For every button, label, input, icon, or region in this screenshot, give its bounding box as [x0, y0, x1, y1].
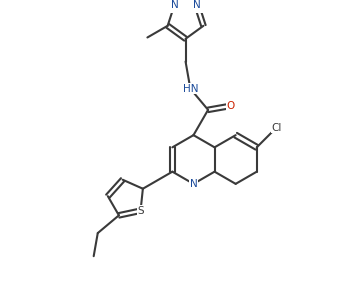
Text: O: O	[226, 101, 235, 111]
Text: N: N	[171, 0, 179, 10]
Text: N: N	[193, 0, 200, 10]
Text: N: N	[190, 179, 197, 189]
Text: S: S	[137, 206, 144, 216]
Text: HN: HN	[183, 84, 198, 94]
Text: Cl: Cl	[271, 123, 282, 133]
